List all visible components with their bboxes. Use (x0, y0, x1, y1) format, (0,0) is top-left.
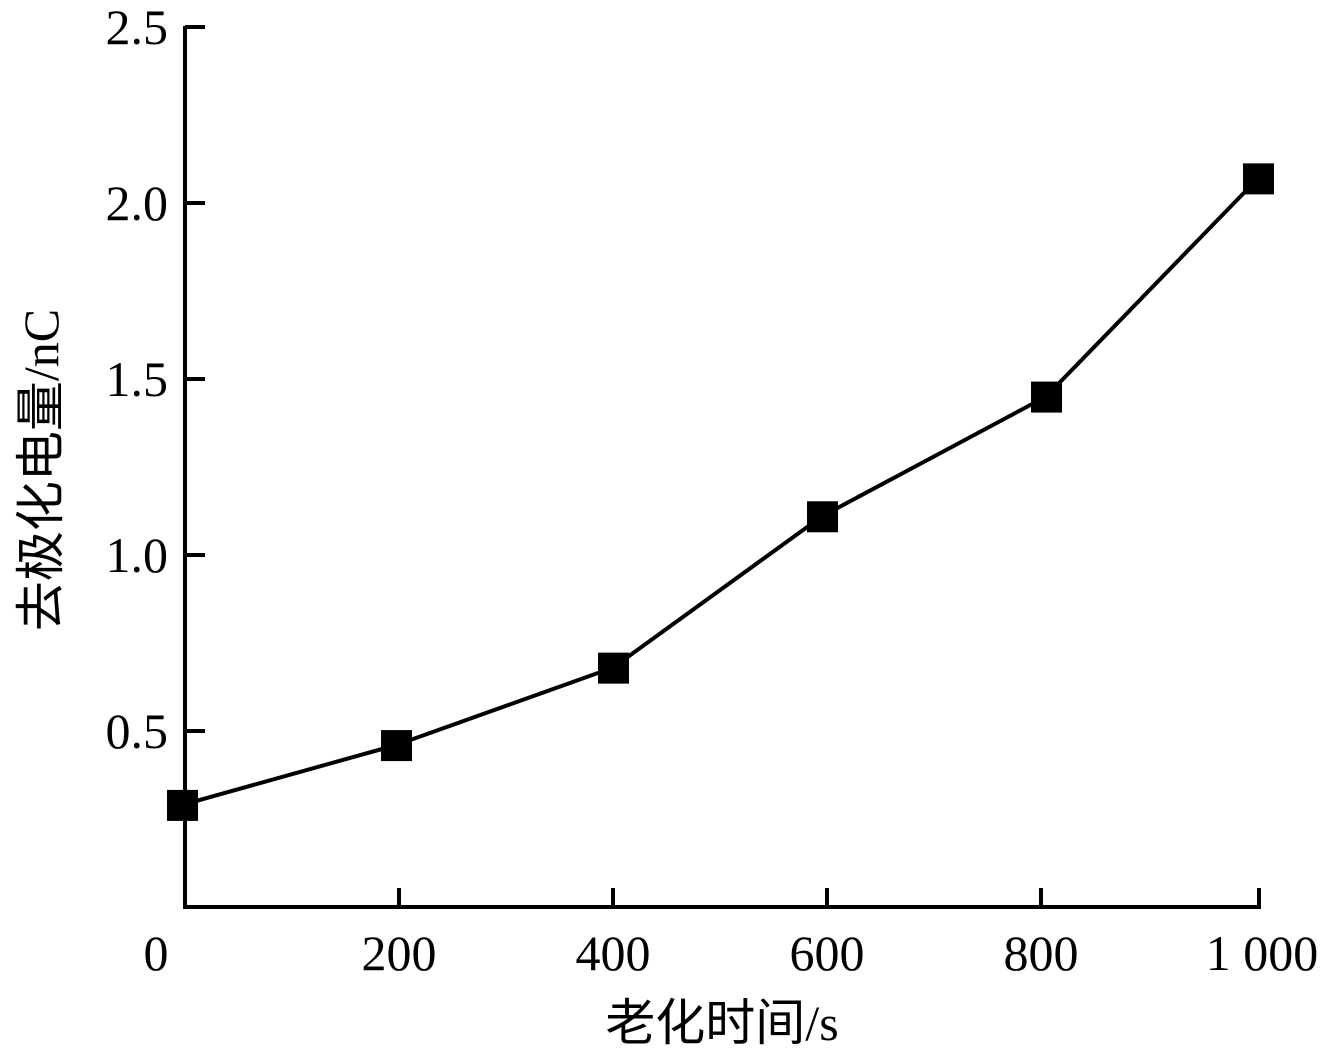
y-ticks: 0.5 1.0 1.5 2.0 2.5 (106, 0, 205, 759)
data-point-marker (807, 501, 838, 533)
data-point-marker (598, 652, 629, 684)
x-tick-label: 200 (362, 925, 437, 981)
data-point-marker (167, 789, 198, 821)
y-tick-label: 2.5 (106, 0, 169, 55)
x-tick-label: 0 (144, 925, 169, 981)
x-tick-label: 600 (790, 925, 865, 981)
y-tick-label: 1.5 (106, 351, 169, 407)
axes (183, 26, 1261, 909)
x-ticks: 0 200 400 600 800 1 000 (144, 888, 1319, 981)
x-tick-label: 1 000 (1206, 925, 1319, 981)
x-tick-label: 800 (1004, 925, 1079, 981)
x-axis-title: 老化时间/s (605, 995, 838, 1051)
y-tick-label: 1.0 (106, 527, 169, 583)
data-series (167, 163, 1274, 821)
y-axis-title: 去极化电量/nC (13, 309, 69, 631)
data-point-marker (1243, 163, 1274, 195)
data-point-marker (1031, 381, 1062, 413)
y-tick-label: 2.0 (106, 175, 169, 231)
x-tick-label: 400 (576, 925, 651, 981)
y-tick-label: 0.5 (106, 703, 169, 759)
data-point-marker (381, 730, 412, 762)
series-line (181, 176, 1260, 807)
